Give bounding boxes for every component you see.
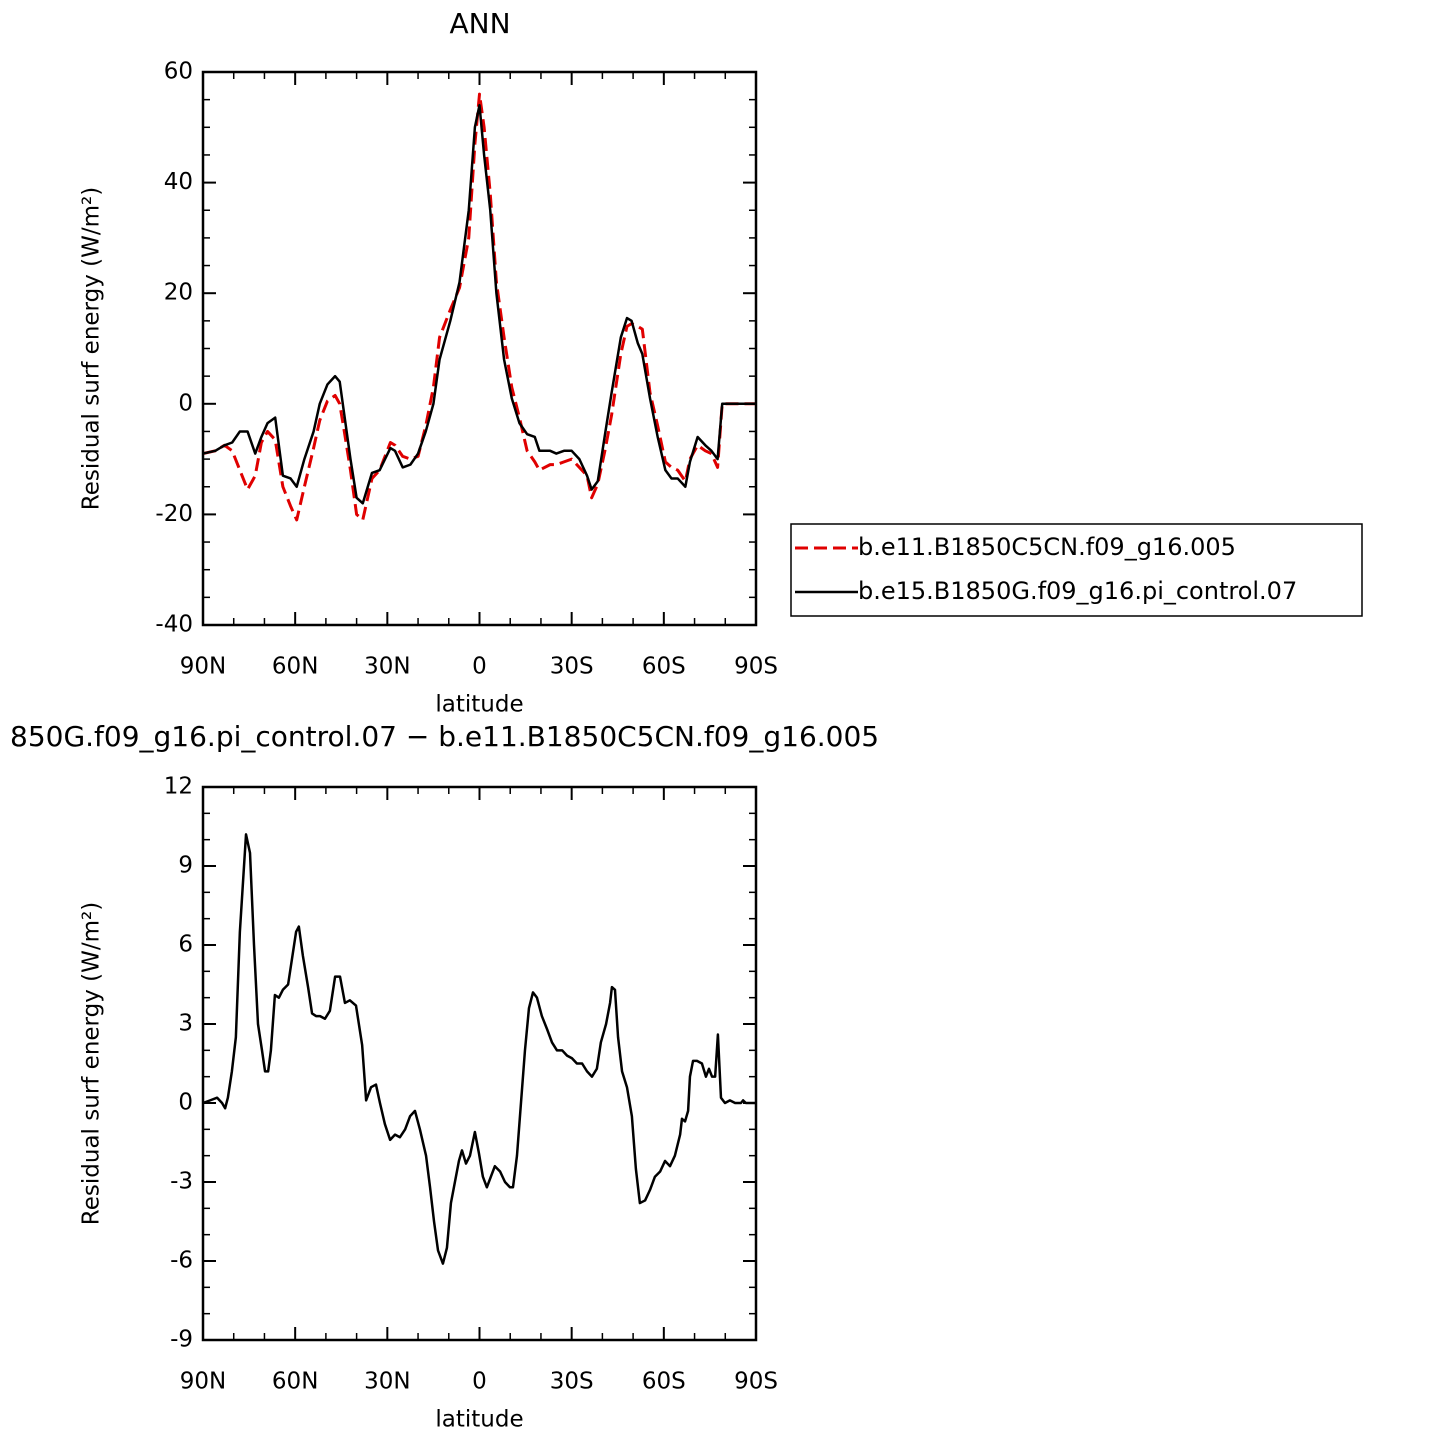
chart-title: 850G.f09_g16.pi_control.07 − b.e11.B1850… xyxy=(10,720,879,753)
y-axis-label: Residual surf energy (W/m²) xyxy=(79,187,105,510)
x-tick-label: 60S xyxy=(642,654,686,680)
x-tick-label: 60N xyxy=(272,1369,318,1395)
y-tick-label: -3 xyxy=(170,1169,193,1195)
y-tick-label: 40 xyxy=(164,169,193,195)
y-tick-label: -6 xyxy=(170,1248,193,1274)
x-tick-label: 90N xyxy=(180,654,226,680)
x-tick-label: 30S xyxy=(550,1369,594,1395)
x-tick-label: 30N xyxy=(364,654,410,680)
plot-frame xyxy=(201,785,758,1342)
legend-label: b.e11.B1850C5CN.f09_g16.005 xyxy=(858,533,1236,561)
y-tick-label: 20 xyxy=(164,280,193,306)
x-tick-label: 90N xyxy=(180,1369,226,1395)
y-tick-label: 6 xyxy=(178,932,193,958)
x-tick-label: 0 xyxy=(472,1369,487,1395)
x-tick-label: 60S xyxy=(642,1369,686,1395)
legend-box xyxy=(790,523,1363,617)
series-line xyxy=(202,92,756,522)
y-tick-label: 12 xyxy=(164,774,193,800)
x-axis-label: latitude xyxy=(435,1407,523,1433)
series-line xyxy=(202,103,756,505)
x-tick-label: 90S xyxy=(734,1369,778,1395)
plot-frame xyxy=(201,70,758,627)
y-axis-label: Residual surf energy (W/m²) xyxy=(79,902,105,1225)
y-tick-label: -20 xyxy=(155,501,193,527)
x-axis-label: latitude xyxy=(435,692,523,718)
y-tick-label: 0 xyxy=(178,390,193,416)
x-tick-label: 30N xyxy=(364,1369,410,1395)
y-tick-label: -40 xyxy=(155,612,193,638)
series-line xyxy=(202,833,756,1265)
x-tick-label: 90S xyxy=(734,654,778,680)
chart-title: ANN xyxy=(449,7,510,40)
y-tick-label: -9 xyxy=(170,1327,193,1353)
y-tick-label: 3 xyxy=(178,1011,193,1037)
y-tick-label: 60 xyxy=(164,59,193,85)
y-tick-label: 0 xyxy=(178,1090,193,1116)
x-tick-label: 30S xyxy=(550,654,594,680)
x-tick-label: 60N xyxy=(272,654,318,680)
x-tick-label: 0 xyxy=(472,654,487,680)
y-tick-label: 9 xyxy=(178,853,193,879)
legend-label: b.e15.B1850G.f09_g16.pi_control.07 xyxy=(858,577,1297,605)
